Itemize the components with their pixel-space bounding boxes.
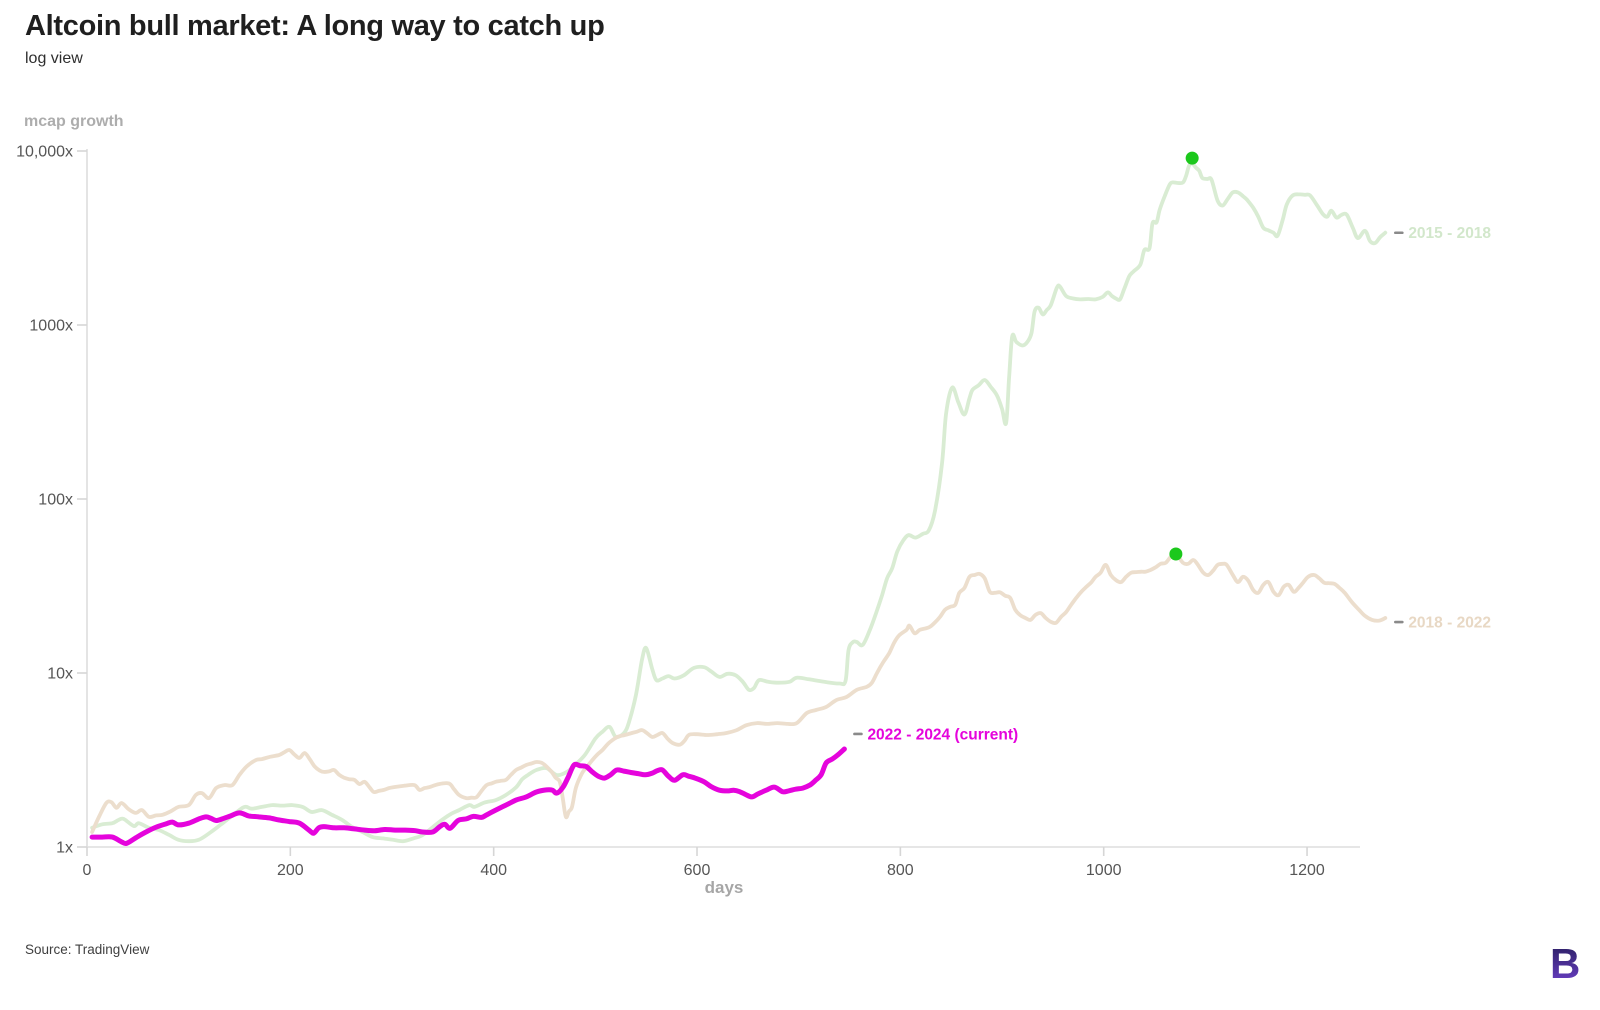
x-tick-label-800: 800: [887, 862, 914, 879]
x-axis-title: days: [704, 878, 744, 897]
series-label-2015-2018: 2015 - 2018: [1408, 225, 1491, 242]
y-tick-label-1000x: 1000x: [29, 318, 73, 335]
series-line-2022-2024-current: [89, 746, 847, 847]
source-caption: Source: TradingView: [25, 942, 150, 957]
x-tick-label-200: 200: [277, 862, 304, 879]
x-tick-label-0: 0: [83, 862, 92, 879]
brand-logo-letter: B: [1550, 942, 1580, 986]
y-tick-label-10x: 10x: [47, 666, 73, 683]
peak-marker-2018-2022: [1169, 547, 1183, 561]
series-label-2022-2024-current: 2022 - 2024 (current): [867, 726, 1018, 743]
page-title: Altcoin bull market: A long way to catch…: [25, 10, 605, 42]
y-axis-title: mcap growth: [24, 113, 124, 130]
series-line-2015-2018: [90, 161, 1388, 844]
brand-logo: B: [1550, 942, 1580, 986]
x-tick-label-1200: 1200: [1289, 862, 1325, 879]
x-tick-label-400: 400: [480, 862, 507, 879]
page-subtitle: log view: [25, 50, 83, 67]
x-tick-label-600: 600: [684, 862, 711, 879]
series-line-2018-2022: [90, 551, 1388, 834]
y-tick-label-1x: 1x: [56, 840, 73, 857]
y-tick-label-100x: 100x: [38, 492, 73, 509]
series-label-2018-2022: 2018 - 2022: [1408, 615, 1491, 632]
x-tick-label-1000: 1000: [1086, 862, 1122, 879]
peak-marker-2015-2018: [1185, 151, 1199, 165]
y-tick-label-10-000x: 10,000x: [16, 144, 73, 161]
